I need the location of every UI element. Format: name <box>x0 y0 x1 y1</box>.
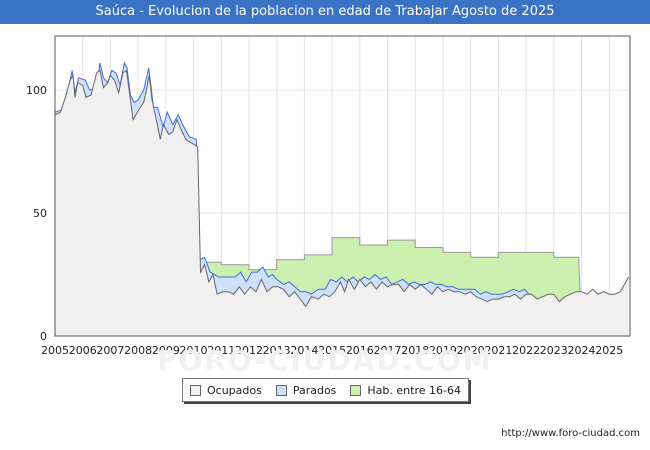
x-tick-label: 2006 <box>69 344 97 357</box>
x-tick-label: 2016 <box>346 344 374 357</box>
x-tick-label: 2007 <box>96 344 124 357</box>
legend-label-ocupados: Ocupados <box>206 383 262 397</box>
x-tick-label: 2017 <box>374 344 402 357</box>
y-tick-label: 100 <box>26 84 47 97</box>
legend-swatch-parados <box>275 384 287 396</box>
legend-item-hab: Hab. entre 16-64 <box>350 384 461 397</box>
x-tick-label: 2014 <box>290 344 318 357</box>
series-line-hab-entre-16-64 <box>201 237 581 295</box>
legend-label-parados: Parados <box>292 383 337 397</box>
y-tick-label: 50 <box>33 207 47 220</box>
series-area-ocupados <box>55 70 629 337</box>
x-tick-label: 2008 <box>124 344 152 357</box>
x-tick-label: 2021 <box>484 344 512 357</box>
series-line-ocupados <box>54 69 630 308</box>
chart-area: 2005 2006 2007 2008 2009 2010 2011 2012 2013 2014… <box>26 35 631 357</box>
axis-labels: 2005 2006 2007 2008 2009 2010 2011 2012 2013 2014… <box>26 84 623 357</box>
x-tick-label: 2024 <box>568 344 596 357</box>
legend-swatch-hab <box>350 384 362 396</box>
x-tick-label: 2013 <box>263 344 291 357</box>
legend-swatch-ocupados <box>189 384 201 396</box>
x-tick-label: 2019 <box>429 344 457 357</box>
x-tick-label: 2005 <box>41 344 69 357</box>
x-tick-label: 2009 <box>152 344 180 357</box>
x-tick-label: 2023 <box>540 344 568 357</box>
y-tick-label: 0 <box>40 330 47 343</box>
x-tick-label: 2018 <box>401 344 429 357</box>
source-link[interactable]: http://www.foro-ciudad.com <box>501 428 640 439</box>
watermark: FORO-CIUDAD.COM <box>157 344 493 377</box>
legend-item-ocupados: Ocupados <box>189 383 262 397</box>
x-tick-label: 2010 <box>180 344 208 357</box>
x-tick-label: 2025 <box>595 344 623 357</box>
x-tick-label: 2011 <box>207 344 235 357</box>
x-tick-label: 2022 <box>512 344 540 357</box>
legend: Ocupados Parados Hab. entre 16-64 <box>182 378 469 402</box>
legend-item-parados: Parados <box>275 383 337 397</box>
plot-frame <box>54 35 631 337</box>
chart-title: Saúca - Evolucion de la poblacion en eda… <box>0 0 650 24</box>
x-tick-label: 2015 <box>318 344 346 357</box>
series-line-parados <box>54 61 530 295</box>
x-tick-label: 2020 <box>457 344 485 357</box>
legend-label-hab: Hab. entre 16-64 <box>367 383 461 397</box>
x-tick-label: 2012 <box>235 344 263 357</box>
series-layer <box>54 61 630 337</box>
